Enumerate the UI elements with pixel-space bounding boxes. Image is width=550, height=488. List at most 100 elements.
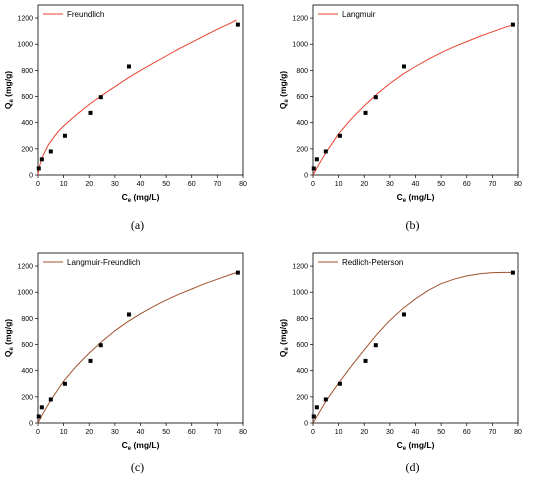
y-axis-label-sub: e xyxy=(9,347,15,351)
plot-frame xyxy=(37,4,244,176)
y-tick-label: 1200 xyxy=(292,264,308,271)
y-axis-label-main: Q xyxy=(278,102,288,109)
x-tick-label: 50 xyxy=(162,429,170,436)
data-point xyxy=(510,22,515,27)
y-tick-label: 800 xyxy=(296,68,308,75)
legend-label: Freundlich xyxy=(67,10,104,19)
data-point xyxy=(235,22,240,27)
panel-b: 0 10 20 30 40 50 60 70 80 0 200 400 600 800 1000 1200 Ce… xyxy=(275,0,550,240)
caption-d: (d) xyxy=(405,460,420,474)
x-tick-label: 50 xyxy=(437,181,445,188)
data-point xyxy=(311,166,316,171)
fit-curve xyxy=(312,24,512,176)
y-axis-label-sub: e xyxy=(284,99,290,103)
data-point xyxy=(39,157,44,162)
y-tick-label: 1200 xyxy=(17,264,33,271)
data-point xyxy=(510,270,515,275)
x-tick-label: 20 xyxy=(360,429,368,436)
x-tick-label: 60 xyxy=(463,181,471,188)
data-point xyxy=(373,95,378,100)
y-axis-label-main: Q xyxy=(278,350,288,357)
data-point xyxy=(401,312,406,317)
y-tick-label: 0 xyxy=(29,421,33,428)
x-axis-label-main: C xyxy=(122,440,128,450)
x-axis-label-unit: (mg/L) xyxy=(131,192,159,202)
y-tick-label: 600 xyxy=(21,94,33,101)
x-axis-label-main: C xyxy=(397,192,403,202)
data-point xyxy=(98,95,103,100)
x-tick-label: 50 xyxy=(162,181,170,188)
data-point xyxy=(337,381,342,386)
y-axis-label-unit: (mg/g) xyxy=(3,319,13,347)
caption-a: (a) xyxy=(130,218,145,232)
data-point xyxy=(48,397,53,402)
y-tick-label: 800 xyxy=(296,316,308,323)
data-point xyxy=(337,133,342,138)
y-tick-label: 600 xyxy=(21,342,33,349)
x-tick-label: 80 xyxy=(239,429,247,436)
y-axis-label-sub: e xyxy=(284,347,290,351)
data-point xyxy=(323,397,328,402)
x-tick-label: 0 xyxy=(36,429,40,436)
y-axis-label-unit: (mg/g) xyxy=(278,319,288,347)
fit-curve xyxy=(37,272,237,424)
data-point xyxy=(363,110,368,115)
y-tick-label: 400 xyxy=(296,368,308,375)
y-axis-label-sub: e xyxy=(9,99,15,103)
y-tick-label: 800 xyxy=(21,316,33,323)
x-axis-label: Ce (mg/L) xyxy=(397,192,435,204)
panel-c: 0 10 20 30 40 50 60 70 80 0 200 400 600 800 1000 1200 Ce… xyxy=(0,248,275,488)
x-axis-label-sub: e xyxy=(403,198,407,204)
x-tick-label: 50 xyxy=(437,429,445,436)
y-tick-label: 400 xyxy=(21,368,33,375)
x-tick-label: 20 xyxy=(85,429,93,436)
x-tick-label: 70 xyxy=(488,429,496,436)
y-axis-label: Qe (mg/g) xyxy=(3,71,15,109)
y-tick-label: 600 xyxy=(296,94,308,101)
x-axis-label: Ce (mg/L) xyxy=(122,440,160,452)
fit-curve xyxy=(37,19,237,176)
data-point xyxy=(39,405,44,410)
data-point xyxy=(126,64,131,69)
caption-b: (b) xyxy=(405,218,420,232)
legend-label: Redlich-Peterson xyxy=(342,258,403,267)
y-axis-label: Qe (mg/g) xyxy=(278,71,290,109)
x-tick-label: 30 xyxy=(111,181,119,188)
x-axis-label-unit: (mg/L) xyxy=(406,192,434,202)
x-tick-label: 20 xyxy=(85,181,93,188)
data-point xyxy=(314,157,319,162)
data-point xyxy=(88,110,93,115)
fit-curve xyxy=(312,271,512,424)
y-tick-label: 1000 xyxy=(292,42,308,49)
x-tick-label: 0 xyxy=(36,181,40,188)
y-tick-label: 1000 xyxy=(17,290,33,297)
x-axis-label-main: C xyxy=(397,440,403,450)
x-tick-label: 70 xyxy=(213,181,221,188)
y-tick-label: 200 xyxy=(296,394,308,401)
x-tick-label: 40 xyxy=(137,429,145,436)
x-axis-label-sub: e xyxy=(128,446,132,452)
panel-a: 0 10 20 30 40 50 60 70 80 0 200 400 600 800 1000 1200 Ce… xyxy=(0,0,275,240)
panel-d: 0 10 20 30 40 50 60 70 80 0 200 400 600 800 1000 1200 Ce… xyxy=(275,248,550,488)
y-tick-label: 1000 xyxy=(17,42,33,49)
plot-frame xyxy=(312,252,519,424)
chart-freundlich: 0 10 20 30 40 50 60 70 80020040060080010001200Ce… xyxy=(3,4,247,204)
chart-langmuir-freundlich: 0 10 20 30 40 50 60 70 80020040060080010001200Ce… xyxy=(3,252,247,452)
y-tick-label: 0 xyxy=(304,421,308,428)
x-tick-label: 10 xyxy=(60,181,68,188)
data-point xyxy=(363,358,368,363)
y-axis-label-unit: (mg/g) xyxy=(278,71,288,99)
x-tick-label: 30 xyxy=(111,429,119,436)
x-tick-label: 40 xyxy=(137,181,145,188)
data-point xyxy=(235,270,240,275)
data-point xyxy=(36,166,41,171)
x-tick-label: 80 xyxy=(239,181,247,188)
y-axis-label-main: Q xyxy=(3,350,13,357)
y-tick-label: 0 xyxy=(29,173,33,180)
data-point xyxy=(314,405,319,410)
chart-langmuir: 0 10 20 30 40 50 60 70 80020040060080010001200Ce… xyxy=(278,4,522,204)
x-tick-label: 10 xyxy=(335,181,343,188)
x-axis-label-unit: (mg/L) xyxy=(406,440,434,450)
x-tick-label: 20 xyxy=(360,181,368,188)
data-point xyxy=(88,358,93,363)
